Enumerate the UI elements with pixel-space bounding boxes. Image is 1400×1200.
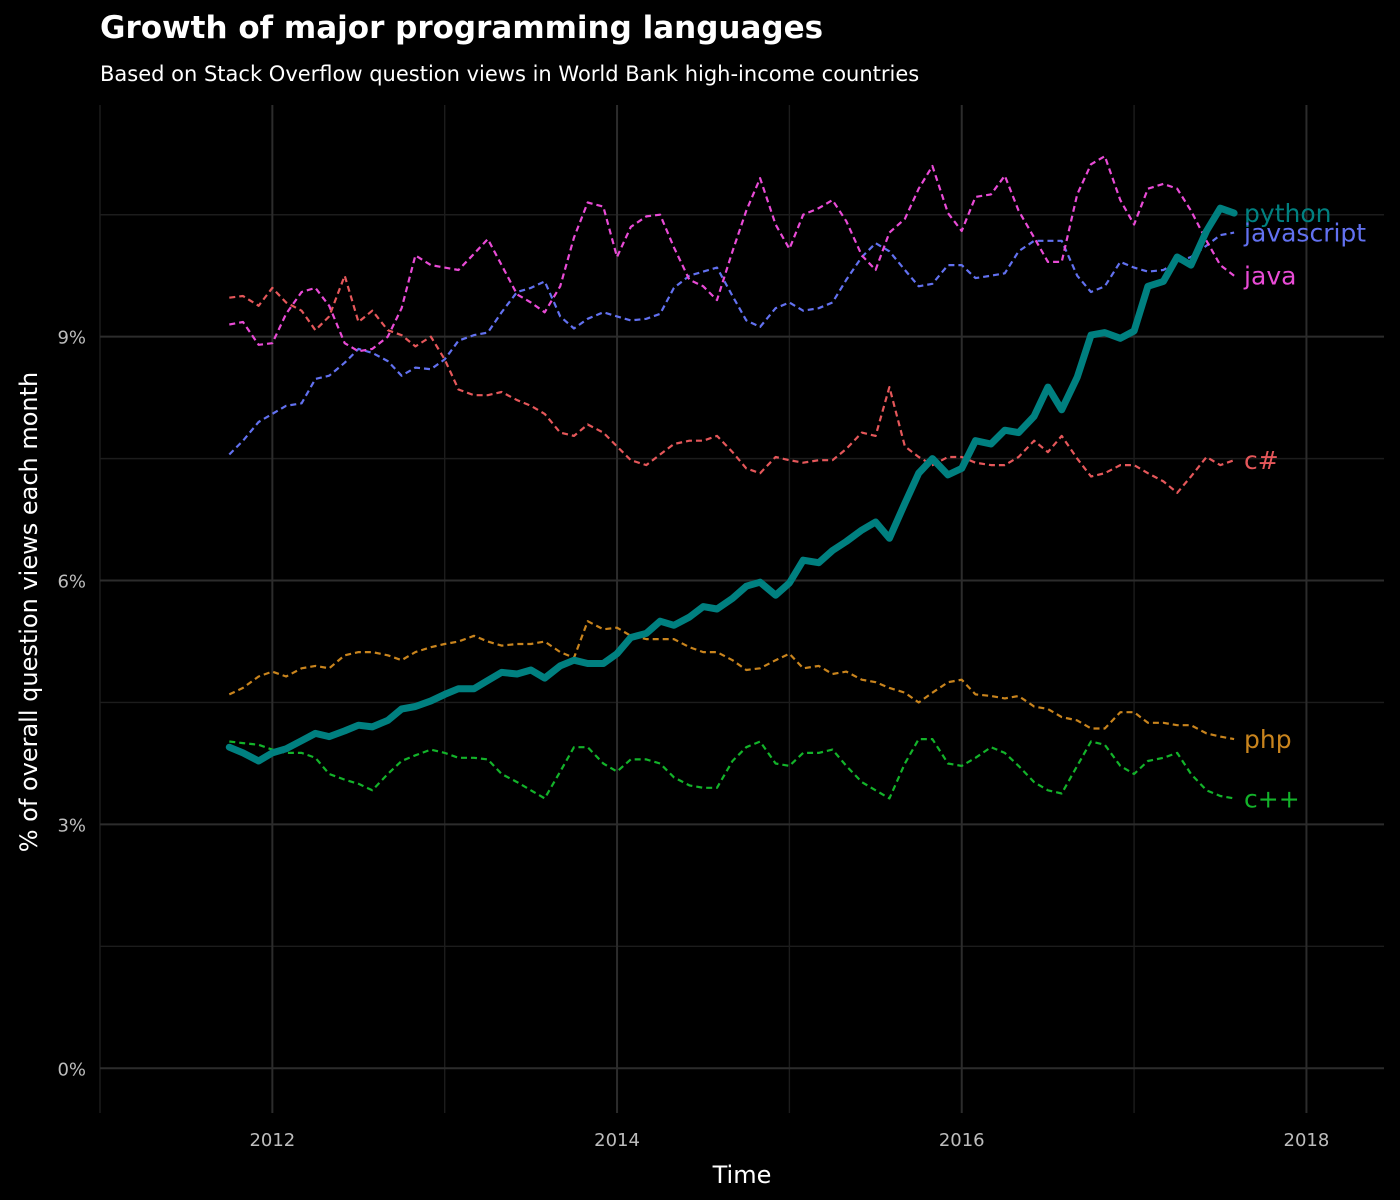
- x-tick-label: 2016: [939, 1130, 985, 1151]
- chart-title: Growth of major programming languages: [100, 10, 824, 46]
- x-axis-title: Time: [712, 1161, 772, 1189]
- series-line-csharp: [229, 274, 1235, 494]
- series-line-php: [228, 620, 1235, 741]
- series-line-cpp: [229, 738, 1235, 800]
- x-tick-label: 2018: [1284, 1130, 1330, 1151]
- series-label: c#: [1244, 446, 1279, 475]
- x-tick-label: 2014: [594, 1130, 640, 1151]
- series-line-java: [229, 155, 1235, 353]
- series-label: php: [1244, 725, 1292, 754]
- y-axis-title: % of overall question views each month: [15, 372, 43, 853]
- grid-lines: [99, 105, 1384, 1113]
- y-tick-label: 0%: [57, 1059, 86, 1080]
- series-lines: [225, 155, 1238, 800]
- chart-subtitle: Based on Stack Overflow question views i…: [100, 62, 920, 86]
- series-label: c++: [1244, 784, 1300, 813]
- y-tick-label: 6%: [57, 572, 86, 593]
- x-tick-label: 2012: [249, 1130, 295, 1151]
- axis-ticks: 0% 3% 6% 9% 2012 2014 2016 2018: [57, 328, 1329, 1151]
- series-label: javascript: [1243, 219, 1366, 248]
- y-tick-label: 3%: [57, 815, 86, 836]
- series-line-python: [225, 204, 1238, 765]
- y-tick-label: 9%: [57, 328, 86, 349]
- series-label: python: [1244, 199, 1331, 228]
- series-label: java: [1243, 262, 1296, 291]
